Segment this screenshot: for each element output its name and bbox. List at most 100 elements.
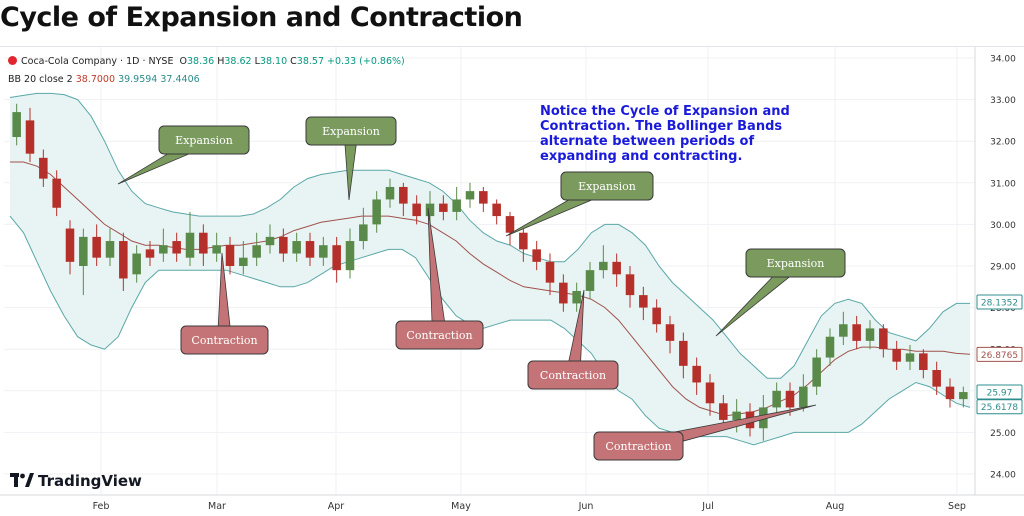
- candle-body: [705, 382, 715, 404]
- candle: [172, 232, 181, 262]
- candle: [505, 211, 515, 246]
- candle: [279, 228, 288, 262]
- expansion-callout-4-label: Expansion: [767, 257, 825, 270]
- lower-band-line: [9, 215, 971, 446]
- contraction-callout-2-box: [395, 320, 484, 350]
- price-label: 28.1352: [981, 298, 1018, 308]
- candle-body: [265, 236, 275, 246]
- candle: [305, 232, 315, 266]
- legend-high: 38.62: [224, 56, 252, 67]
- candle-body: [585, 270, 595, 291]
- candle-body: [532, 249, 541, 262]
- candle: [652, 299, 661, 333]
- candle-body: [812, 357, 821, 387]
- candle: [92, 224, 101, 266]
- chart-frame: [0, 46, 1024, 516]
- candle-body: [145, 249, 155, 258]
- legend-bb-label: BB 20 close 2: [8, 74, 73, 85]
- legend-h-label: H: [217, 56, 225, 67]
- candle: [52, 170, 61, 217]
- candle-body: [239, 257, 248, 266]
- candle-body: [132, 253, 141, 275]
- y-tick-label: 25.00: [990, 429, 1016, 439]
- candle-body: [959, 392, 968, 400]
- legend-bb-upper: 39.9594: [118, 74, 158, 85]
- candle-body: [412, 203, 421, 217]
- y-tick-label: 34.00: [990, 55, 1016, 65]
- candle-body: [785, 390, 795, 408]
- y-tick-label: 31.00: [990, 179, 1016, 189]
- candle-body: [839, 324, 848, 337]
- candle-body: [625, 274, 635, 296]
- candle: [932, 361, 941, 395]
- candle-body: [159, 245, 168, 254]
- tradingview-logo-icon: [10, 473, 34, 487]
- candle: [12, 103, 21, 146]
- candle: [919, 349, 928, 379]
- candle: [665, 315, 675, 354]
- x-tick-label: Mar: [208, 501, 226, 512]
- candle: [852, 315, 861, 350]
- candle-body: [545, 261, 555, 283]
- candle: [945, 378, 955, 408]
- candle-body: [279, 236, 288, 254]
- legend-close: 38.57: [296, 56, 324, 67]
- band-fill: [10, 93, 970, 445]
- legend-o-label: O: [179, 56, 187, 67]
- candle-body: [292, 241, 301, 254]
- contraction-callout-3-label: Contraction: [540, 369, 606, 382]
- legend-bb-row[interactable]: BB 20 close 2 38.7000 39.9594 37.4406: [8, 72, 405, 90]
- note-text: Notice the Cycle of Expansion and Contrac…: [540, 104, 790, 164]
- candle: [105, 228, 115, 266]
- x-tick-label: Apr: [328, 501, 345, 512]
- candle-body: [425, 203, 435, 217]
- candle-body: [39, 157, 48, 179]
- note-text-line: expanding and contracting.: [540, 149, 742, 164]
- candle-body: [385, 186, 395, 200]
- candle: [79, 228, 88, 296]
- price-label-box: [976, 294, 1023, 310]
- candle: [639, 286, 648, 321]
- candle-body: [639, 295, 648, 308]
- candle: [132, 245, 141, 283]
- legend-low: 38.10: [259, 56, 288, 67]
- candle: [439, 195, 448, 221]
- candle: [839, 311, 848, 346]
- candle: [239, 241, 248, 275]
- candle-body: [865, 328, 875, 341]
- candle: [25, 107, 35, 162]
- candle: [585, 261, 595, 300]
- candle: [905, 345, 915, 370]
- candle-body: [772, 390, 781, 408]
- x-tick-label: Aug: [826, 501, 845, 512]
- candle-body: [185, 232, 195, 258]
- candle-body: [719, 403, 728, 420]
- expansion-callout-2-label: Expansion: [322, 125, 380, 138]
- tradingview-logo[interactable]: TradingView: [10, 472, 142, 490]
- note-text-line: alternate between periods of: [540, 134, 754, 149]
- candle-body: [65, 228, 75, 262]
- candle: [265, 224, 275, 254]
- candle: [345, 228, 355, 279]
- candle: [332, 236, 341, 283]
- candle: [532, 241, 541, 271]
- candle: [225, 236, 235, 275]
- candle-body: [345, 241, 355, 271]
- y-tick-label: 29.00: [990, 263, 1016, 273]
- candle-body: [252, 245, 261, 258]
- candle-body: [172, 241, 181, 254]
- candle: [145, 241, 155, 266]
- candle-body: [212, 245, 221, 254]
- y-tick-label: 24.00: [990, 471, 1016, 481]
- candle-body: [652, 307, 661, 325]
- expansion-callout-3-box: [560, 171, 654, 201]
- legend-open: 38.36: [187, 56, 215, 67]
- price-label: 25.97: [987, 389, 1013, 399]
- price-label-box: [976, 346, 1023, 362]
- upper-band-line: [9, 92, 970, 379]
- candle-body: [919, 353, 928, 370]
- contraction-callout-2-label: Contraction: [406, 329, 472, 342]
- contraction-callout-4-label: Contraction: [605, 440, 671, 453]
- y-tick-label: 32.00: [990, 138, 1016, 148]
